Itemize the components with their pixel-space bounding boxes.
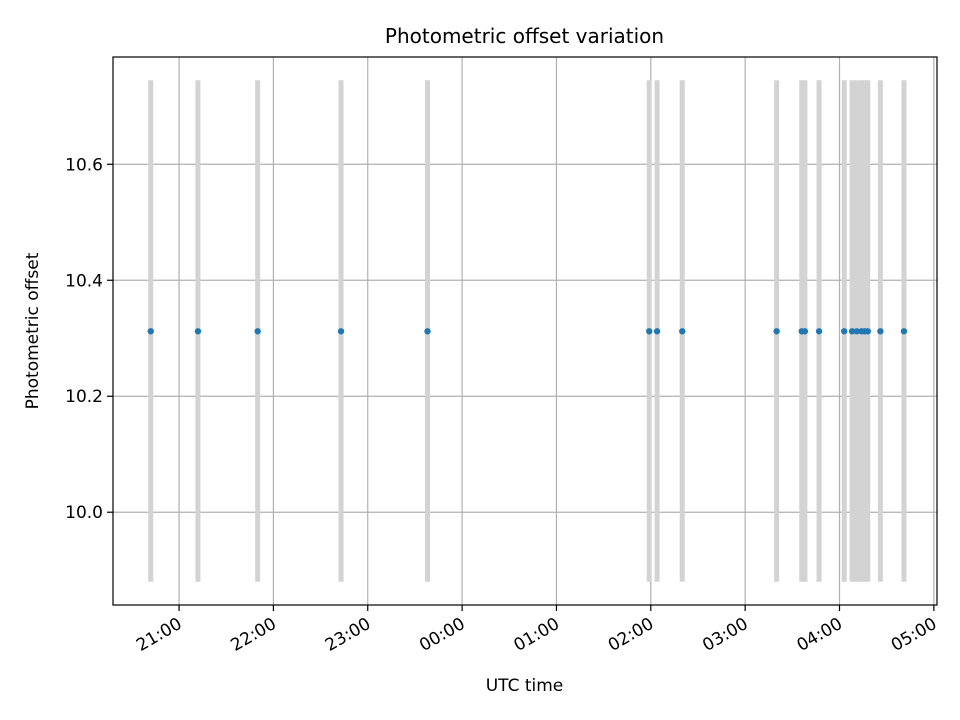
y-tick-label: 10.6 (65, 155, 103, 175)
data-point (853, 328, 861, 335)
data-point (848, 328, 856, 335)
data-point (900, 328, 908, 335)
chart-title: Photometric offset variation (385, 24, 664, 48)
data-point (337, 328, 345, 335)
data-point (841, 328, 848, 335)
grid (113, 57, 937, 605)
y-tick-label: 10.4 (65, 271, 103, 291)
x-tick-label: 02:00 (605, 614, 657, 656)
data-point (653, 328, 661, 335)
error-bars (148, 80, 907, 582)
data-point (773, 328, 780, 335)
x-tick-label: 00:00 (416, 614, 468, 656)
data-point (815, 328, 823, 335)
y-axis: 10.0 10.2 10.4 10.6 (65, 155, 113, 523)
y-axis-label: Photometric offset (23, 252, 43, 409)
data-point (801, 328, 809, 335)
y-tick-label: 10.0 (65, 503, 103, 523)
plot-frame (112, 56, 938, 606)
x-tick-label: 23:00 (322, 614, 374, 656)
x-axis-label: UTC time (486, 676, 564, 696)
data-point (147, 328, 154, 335)
x-tick-label: 21:00 (133, 614, 185, 656)
data-point (424, 328, 431, 335)
data-point (254, 328, 261, 335)
x-tick-label: 03:00 (699, 614, 751, 656)
x-tick-label: 05:00 (888, 614, 940, 656)
x-axis: 21:00 22:00 23:00 00:00 01:00 02:00 03:00 04:00… (133, 605, 940, 656)
data-point (646, 328, 653, 335)
data-point (864, 328, 872, 335)
data-points (147, 328, 908, 335)
data-point (679, 328, 686, 335)
x-tick-label: 04:00 (794, 614, 846, 656)
x-tick-label: 01:00 (511, 614, 563, 656)
y-tick-label: 10.2 (65, 387, 103, 407)
data-point (877, 328, 884, 335)
data-point (194, 328, 202, 335)
x-tick-label: 22:00 (227, 614, 279, 656)
